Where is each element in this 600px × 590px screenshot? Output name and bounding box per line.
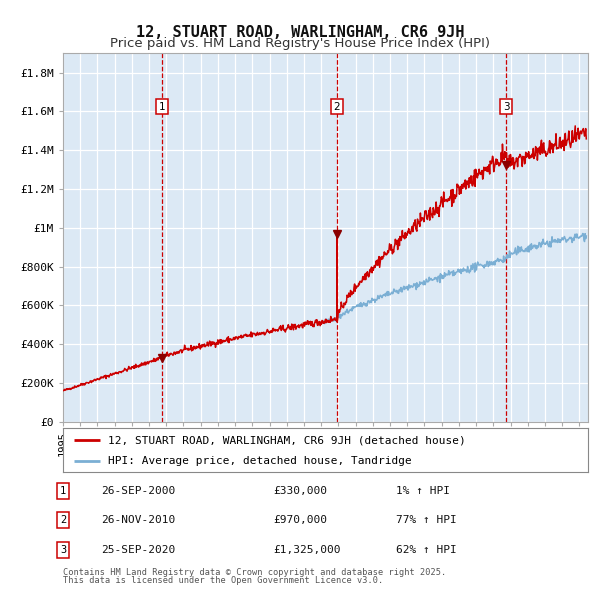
Text: 3: 3 bbox=[503, 101, 509, 112]
Text: 26-SEP-2000: 26-SEP-2000 bbox=[101, 486, 175, 496]
Text: This data is licensed under the Open Government Licence v3.0.: This data is licensed under the Open Gov… bbox=[63, 576, 383, 585]
Text: £970,000: £970,000 bbox=[273, 516, 327, 525]
Text: £330,000: £330,000 bbox=[273, 486, 327, 496]
Text: 26-NOV-2010: 26-NOV-2010 bbox=[101, 516, 175, 525]
Text: 1: 1 bbox=[60, 486, 66, 496]
Text: 25-SEP-2020: 25-SEP-2020 bbox=[101, 545, 175, 555]
Text: 77% ↑ HPI: 77% ↑ HPI bbox=[396, 516, 457, 525]
Text: 12, STUART ROAD, WARLINGHAM, CR6 9JH (detached house): 12, STUART ROAD, WARLINGHAM, CR6 9JH (de… bbox=[107, 435, 466, 445]
Text: 1: 1 bbox=[158, 101, 165, 112]
Text: HPI: Average price, detached house, Tandridge: HPI: Average price, detached house, Tand… bbox=[107, 456, 412, 466]
Text: 62% ↑ HPI: 62% ↑ HPI bbox=[396, 545, 457, 555]
Text: £1,325,000: £1,325,000 bbox=[273, 545, 341, 555]
Text: 12, STUART ROAD, WARLINGHAM, CR6 9JH: 12, STUART ROAD, WARLINGHAM, CR6 9JH bbox=[136, 25, 464, 40]
Text: 2: 2 bbox=[60, 516, 66, 525]
Text: Contains HM Land Registry data © Crown copyright and database right 2025.: Contains HM Land Registry data © Crown c… bbox=[63, 568, 446, 577]
Text: Price paid vs. HM Land Registry's House Price Index (HPI): Price paid vs. HM Land Registry's House … bbox=[110, 37, 490, 50]
Text: 2: 2 bbox=[334, 101, 340, 112]
Text: 3: 3 bbox=[60, 545, 66, 555]
Text: 1% ↑ HPI: 1% ↑ HPI bbox=[396, 486, 450, 496]
